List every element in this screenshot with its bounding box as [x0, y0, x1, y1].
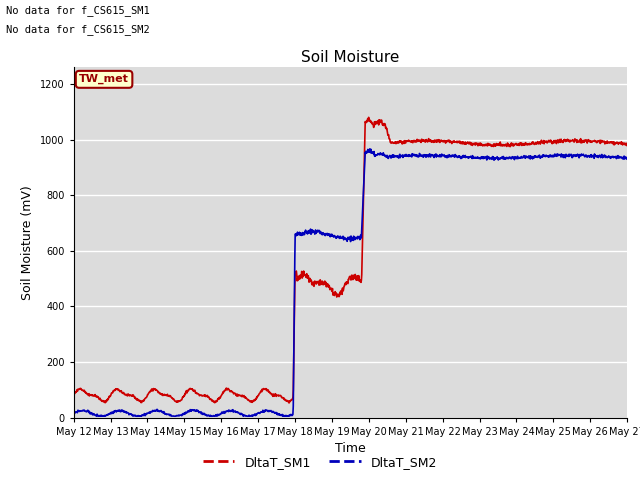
- X-axis label: Time: Time: [335, 442, 366, 455]
- DltaT_SM2: [437, 154, 445, 160]
- DltaT_SM1: [509, 143, 517, 149]
- DltaT_SM1: [365, 114, 372, 120]
- DltaT_SM2: [180, 412, 188, 418]
- Y-axis label: Soil Moisture (mV): Soil Moisture (mV): [21, 185, 35, 300]
- DltaT_SM1: [437, 137, 445, 143]
- DltaT_SM2: [366, 146, 374, 152]
- Legend: DltaT_SM1, DltaT_SM2: DltaT_SM1, DltaT_SM2: [198, 451, 442, 474]
- DltaT_SM1: [70, 392, 77, 397]
- DltaT_SM2: [255, 410, 263, 416]
- Text: No data for f_CS615_SM2: No data for f_CS615_SM2: [6, 24, 150, 35]
- DltaT_SM2: [558, 152, 566, 157]
- Text: TW_met: TW_met: [79, 74, 129, 84]
- DltaT_SM1: [193, 390, 200, 396]
- DltaT_SM1: [558, 139, 566, 145]
- Line: DltaT_SM2: DltaT_SM2: [74, 149, 627, 416]
- DltaT_SM2: [95, 413, 102, 419]
- DltaT_SM2: [623, 155, 631, 161]
- DltaT_SM1: [285, 400, 293, 406]
- DltaT_SM2: [193, 408, 201, 413]
- Text: No data for f_CS615_SM1: No data for f_CS615_SM1: [6, 5, 150, 16]
- Title: Soil Moisture: Soil Moisture: [301, 49, 399, 65]
- DltaT_SM1: [255, 392, 262, 398]
- DltaT_SM2: [70, 410, 77, 416]
- Line: DltaT_SM1: DltaT_SM1: [74, 117, 627, 403]
- DltaT_SM1: [623, 141, 631, 147]
- DltaT_SM1: [179, 395, 187, 400]
- DltaT_SM2: [509, 154, 517, 160]
